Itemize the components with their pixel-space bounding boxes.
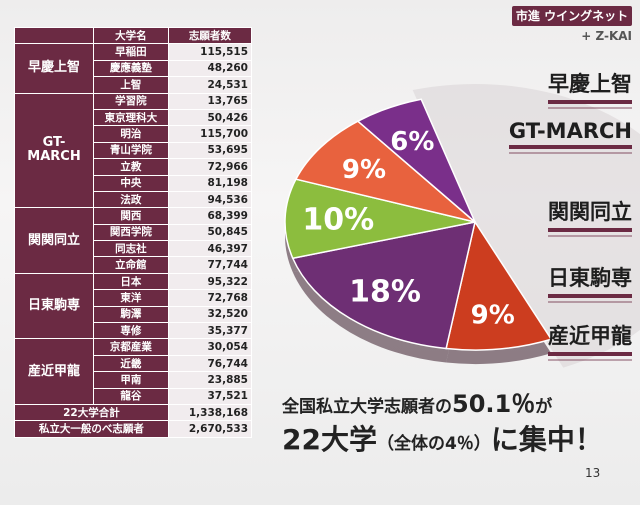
applicant-count: 50,845	[167, 223, 253, 242]
university-name: 東洋	[93, 289, 169, 307]
university-name: 甲南	[93, 371, 169, 389]
table-row: 専修 35,377	[15, 322, 253, 340]
pie-slice	[445, 220, 553, 351]
table-header: 志願者数	[167, 26, 253, 45]
applicant-count: 30,054	[167, 338, 253, 356]
applicant-count: 37,521	[167, 387, 253, 405]
university-name: 早稲田	[93, 43, 169, 61]
legend-label-3: 日東駒専	[548, 262, 632, 303]
caption-line2-paren: （全体の4％）	[376, 434, 491, 454]
applicant-count: 95,322	[167, 272, 253, 291]
pie-slice	[291, 221, 476, 350]
pie-slice-label: 10%	[302, 203, 374, 238]
caption-line2-prefix: 22大学	[282, 423, 377, 456]
table-row: 青山学院 53,695	[15, 141, 253, 160]
table-header-row: 大学名 志願者数	[14, 26, 253, 45]
applicant-count: 81,198	[167, 174, 253, 192]
pie-slice-label: 9%	[471, 300, 515, 330]
table-row: 東洋 72,768	[15, 289, 253, 307]
table-row: 同志社 46,397	[15, 240, 253, 258]
applicant-count: 76,744	[167, 354, 253, 373]
applicant-count: 115,515	[167, 43, 253, 61]
applicant-count: 94,536	[167, 190, 253, 209]
page-number: 13	[585, 466, 601, 480]
caption-line1-value: 50.1％	[452, 390, 536, 418]
caption-line-2: 22大学（全体の4％）に集中！	[282, 418, 603, 458]
table-row: 東京理科大 50,426	[15, 108, 253, 127]
university-name: 上智	[93, 76, 169, 94]
table-row: 法政 94,536	[15, 190, 253, 209]
total-value: 2,670,533	[167, 420, 253, 438]
table-row: 駒澤 32,520	[15, 305, 253, 324]
applicant-count: 72,966	[167, 158, 253, 176]
applicant-count: 32,520	[167, 305, 253, 324]
table-header	[14, 26, 94, 45]
caption-line2-suffix: に集中！	[490, 423, 603, 456]
table-row: 上智 24,531	[15, 76, 253, 94]
pie-slice-label: 18%	[349, 274, 421, 309]
group-label: 関関同立	[14, 207, 94, 274]
group-label: 日東駒専	[14, 272, 94, 340]
total-value: 1,338,168	[167, 403, 253, 422]
total-label: 私立大一般のべ志願者	[14, 420, 169, 438]
applicant-count: 115,700	[167, 125, 253, 143]
table-row: GT-MARCH 学習院 13,765	[14, 92, 253, 209]
applicant-count: 48,260	[167, 59, 253, 78]
table-row: 立教 72,966	[15, 158, 253, 176]
table-row: 明治 115,700	[15, 125, 253, 143]
logo-main: 市進 ウイングネット	[512, 6, 632, 26]
applicant-table: 大学名 志願者数 早慶上智 早稲田 115,515 慶應義塾 48,260 上智 24,531 G…	[14, 26, 253, 438]
applicant-count: 46,397	[167, 240, 253, 258]
university-name: 学習院	[93, 92, 169, 110]
applicant-count: 50,426	[167, 108, 253, 127]
legend-label-0: 早慶上智	[548, 68, 632, 109]
pie-slice-label: 6%	[390, 127, 434, 157]
university-name: 青山学院	[93, 141, 169, 160]
table-row: 中央 81,198	[15, 174, 253, 192]
logo: 市進 ウイングネット + Z-KAI	[512, 6, 632, 43]
caption-line-1: 全国私立大学志願者の50.1％が	[282, 384, 552, 419]
pie-slice-label: 9%	[342, 155, 386, 185]
group-label: 産近甲龍	[14, 338, 94, 405]
pie-slice	[294, 120, 476, 223]
university-name: 専修	[93, 322, 169, 340]
table-row: 慶應義塾 48,260	[15, 59, 253, 78]
university-name: 関西学院	[93, 223, 169, 242]
total-row: 22大学合計 1,338,168	[14, 403, 253, 422]
caption-line1-prefix: 全国私立大学志願者の	[282, 397, 452, 417]
university-name: 明治	[93, 125, 169, 143]
applicant-count: 24,531	[167, 76, 253, 94]
table-row: 日東駒専 日本 95,322	[14, 272, 253, 340]
table-row: 関西学院 50,845	[15, 223, 253, 242]
total-row: 私立大一般のべ志願者 2,670,533	[14, 420, 253, 438]
total-label: 22大学合計	[14, 403, 169, 422]
table-row: 早慶上智 早稲田 115,515	[14, 43, 253, 94]
applicant-count: 23,885	[167, 371, 253, 389]
university-name: 慶應義塾	[93, 59, 169, 78]
table-row: 産近甲龍 京都産業 30,054	[14, 338, 253, 405]
group-label: GT-MARCH	[14, 92, 94, 209]
university-name: 日本	[93, 272, 169, 291]
legend-label-2: 関関同立	[548, 196, 632, 237]
applicant-count: 72,768	[167, 289, 253, 307]
table-row: 関関同立 関西 68,399	[14, 207, 253, 274]
group-label: 早慶上智	[14, 43, 94, 94]
table-row: 甲南 23,885	[15, 371, 253, 389]
logo-sub: + Z-KAI	[581, 29, 632, 43]
pie-slice	[356, 98, 476, 223]
pie-slice	[284, 178, 476, 260]
caption-line1-suffix: が	[535, 397, 553, 417]
table-header: 大学名	[93, 26, 169, 45]
university-name: 立教	[93, 158, 169, 176]
legend-label-4: 産近甲龍	[548, 320, 632, 361]
legend-label-1: GT-MARCH	[508, 119, 633, 154]
